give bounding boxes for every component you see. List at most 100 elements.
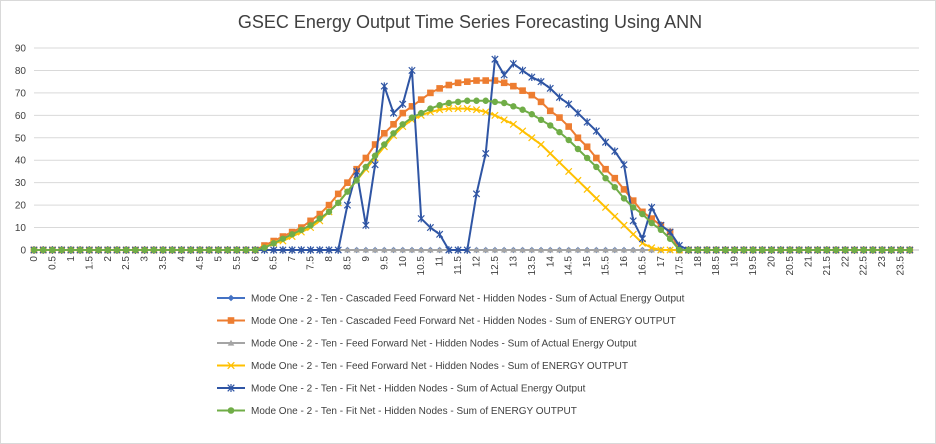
- data-point: [518, 127, 527, 135]
- data-point: [749, 246, 757, 254]
- legend-label: Mode One - 2 - Ten - Feed Forward Net - …: [251, 361, 628, 372]
- x-tick-label: 2: [103, 256, 114, 262]
- data-point: [399, 100, 407, 108]
- data-point: [150, 246, 158, 254]
- y-tick-label: 0: [20, 246, 26, 257]
- data-point: [860, 246, 867, 254]
- data-point: [731, 246, 738, 254]
- data-point: [380, 82, 388, 90]
- data-point: [334, 190, 342, 198]
- x-tick-label: 15: [582, 256, 593, 268]
- data-point: [869, 246, 877, 254]
- data-point: [399, 246, 406, 253]
- data-point: [685, 246, 692, 254]
- data-point: [630, 204, 637, 211]
- data-point: [464, 97, 471, 104]
- x-tick-label: 20: [767, 256, 778, 268]
- data-point: [638, 234, 647, 243]
- x-tick-label: 5: [213, 256, 224, 262]
- data-point: [482, 97, 489, 104]
- data-point: [40, 246, 47, 254]
- data-point: [390, 246, 397, 253]
- data-point: [888, 246, 895, 254]
- data-point: [316, 215, 323, 222]
- x-tick-label: 9: [361, 256, 372, 262]
- data-point: [187, 246, 194, 254]
- data-point: [491, 55, 499, 64]
- legend-label: Mode One - 2 - Ten - Cascaded Feed Forwa…: [251, 316, 676, 327]
- x-tick-label: 13: [508, 256, 519, 268]
- data-point: [519, 246, 526, 253]
- data-point: [205, 246, 213, 254]
- data-point: [427, 89, 434, 97]
- data-point: [86, 246, 93, 254]
- data-point: [620, 195, 628, 202]
- data-point: [583, 118, 591, 126]
- data-point: [307, 217, 314, 225]
- data-point: [510, 82, 517, 90]
- data-point: [676, 246, 683, 254]
- chart-title: GSEC Energy Output Time Series Forecasti…: [238, 12, 702, 32]
- data-point: [832, 246, 840, 254]
- data-point: [298, 226, 305, 233]
- data-point: [371, 160, 379, 169]
- data-point: [445, 81, 453, 89]
- data-point: [178, 246, 185, 254]
- data-point: [583, 246, 591, 253]
- data-point: [500, 99, 508, 107]
- data-point: [620, 221, 628, 229]
- data-point: [436, 102, 443, 109]
- data-point: [565, 167, 573, 176]
- x-tick-label: 10: [398, 256, 409, 268]
- data-point: [601, 203, 610, 211]
- data-point: [611, 147, 619, 156]
- data-point: [648, 246, 655, 253]
- data-point: [620, 246, 628, 253]
- x-tick-label: 7.5: [306, 256, 317, 270]
- data-point: [454, 98, 462, 106]
- x-tick-label: 7: [287, 256, 298, 262]
- data-point: [694, 246, 701, 254]
- data-point: [546, 84, 554, 93]
- data-point: [279, 246, 287, 254]
- y-tick-label: 10: [15, 223, 27, 234]
- data-point: [417, 214, 425, 223]
- data-point: [666, 228, 674, 236]
- data-point: [334, 246, 342, 254]
- data-point: [547, 246, 554, 253]
- data-point: [630, 246, 637, 253]
- data-point: [814, 246, 821, 254]
- data-point: [510, 246, 517, 253]
- x-tick-label: 11.5: [453, 256, 464, 275]
- x-tick-label: 0.5: [47, 256, 58, 270]
- data-point: [629, 230, 637, 238]
- data-point: [897, 246, 904, 254]
- data-point: [408, 103, 416, 110]
- data-point: [288, 231, 296, 238]
- y-tick-label: 20: [15, 201, 27, 212]
- data-point: [574, 145, 582, 153]
- data-point: [500, 79, 508, 87]
- data-point: [842, 246, 849, 254]
- data-point: [344, 188, 351, 195]
- x-tick-label: 0: [29, 256, 40, 262]
- data-point: [602, 165, 609, 173]
- legend-label: Mode One - 2 - Ten - Feed Forward Net - …: [251, 339, 637, 350]
- data-point: [473, 97, 480, 104]
- x-tick-label: 17.5: [674, 256, 685, 276]
- x-tick-label: 18.5: [711, 256, 722, 276]
- data-point: [30, 246, 38, 254]
- data-point: [445, 246, 453, 254]
- x-tick-label: 10.5: [416, 256, 427, 276]
- x-tick-label: 16.5: [637, 256, 648, 276]
- data-point: [252, 246, 259, 254]
- data-point: [297, 246, 305, 254]
- x-tick-label: 17: [656, 256, 667, 268]
- data-point: [95, 246, 102, 254]
- data-point: [261, 244, 268, 251]
- data-point: [777, 246, 784, 254]
- data-point: [528, 246, 536, 253]
- legend: Mode One - 2 - Ten - Cascaded Feed Forwa…: [217, 294, 685, 417]
- data-point: [215, 246, 222, 254]
- data-point: [556, 246, 563, 253]
